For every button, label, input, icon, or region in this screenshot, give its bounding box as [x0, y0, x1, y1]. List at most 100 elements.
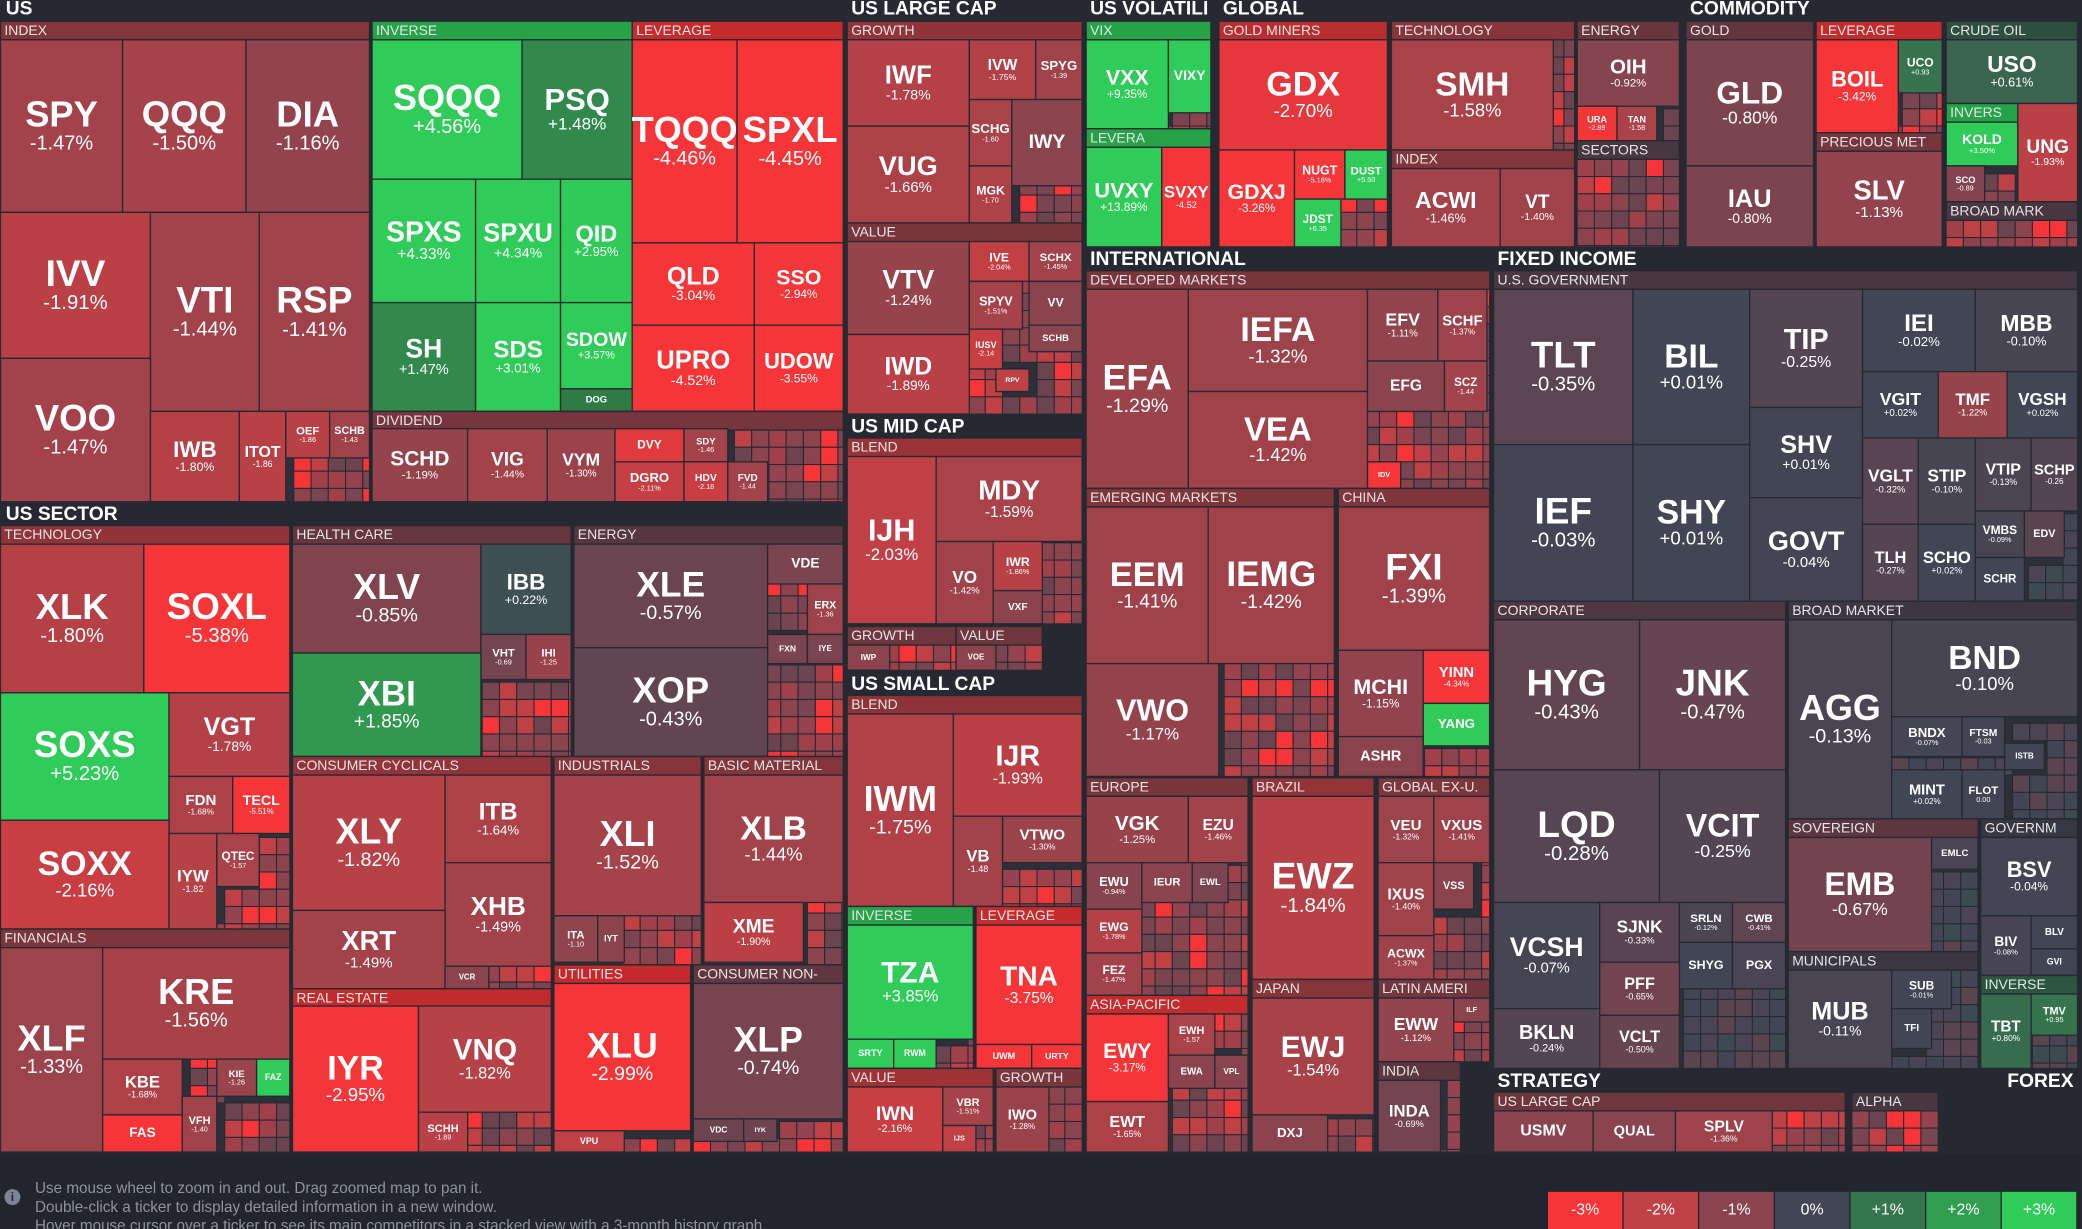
ticker-tile[interactable]: [328, 410, 371, 459]
ticker-tile[interactable]: [1592, 1110, 1677, 1153]
ticker-tile[interactable]: [1377, 997, 1455, 1063]
ticker-tile[interactable]: [553, 982, 692, 1132]
ticker-tile[interactable]: [444, 774, 552, 864]
ticker-tile[interactable]: [1685, 165, 1815, 248]
ticker-tile[interactable]: [245, 39, 371, 214]
ticker-tile[interactable]: [846, 333, 970, 415]
ticker-tile[interactable]: [0, 357, 152, 503]
ticker-tile[interactable]: [1187, 288, 1369, 393]
ticker-tile[interactable]: [1980, 915, 2032, 977]
ticker-tile[interactable]: [0, 543, 145, 694]
ticker-tile[interactable]: [955, 644, 997, 671]
ticker-tile[interactable]: [525, 633, 572, 681]
ticker-tile[interactable]: [1035, 39, 1083, 101]
ticker-tile[interactable]: [692, 982, 844, 1120]
ticker-tile[interactable]: [846, 39, 970, 127]
ticker-tile[interactable]: [1390, 167, 1501, 248]
ticker-tile[interactable]: [1974, 288, 2079, 373]
ticker-tile[interactable]: [975, 924, 1083, 1046]
ticker-tile[interactable]: [935, 455, 1083, 543]
ticker-tile[interactable]: [1891, 969, 1953, 1010]
ticker-tile[interactable]: [1085, 795, 1189, 864]
ticker-tile[interactable]: [291, 1005, 420, 1153]
ticker-tile[interactable]: [553, 1130, 625, 1153]
ticker-tile[interactable]: [466, 428, 548, 503]
ticker-tile[interactable]: [255, 1058, 291, 1097]
ticker-tile[interactable]: [1251, 1114, 1329, 1153]
ticker-tile[interactable]: [846, 924, 974, 1040]
ticker-tile[interactable]: [2023, 510, 2065, 559]
ticker-tile[interactable]: [1214, 1054, 1249, 1089]
ticker-tile[interactable]: [614, 461, 685, 503]
ticker-tile[interactable]: [168, 692, 291, 778]
ticker-tile[interactable]: [546, 428, 616, 503]
ticker-tile[interactable]: [1974, 437, 2032, 512]
ticker-tile[interactable]: [1028, 240, 1083, 283]
ticker-tile[interactable]: [2006, 370, 2079, 439]
ticker-tile[interactable]: [1085, 146, 1163, 248]
ticker-tile[interactable]: [559, 178, 633, 304]
ticker-tile[interactable]: [1576, 105, 1618, 142]
ticker-tile[interactable]: [474, 301, 562, 413]
ticker-tile[interactable]: [631, 324, 755, 413]
ticker-tile[interactable]: [1251, 997, 1375, 1116]
ticker-tile[interactable]: [1191, 862, 1229, 904]
ticker-tile[interactable]: [1207, 506, 1335, 665]
ticker-tile[interactable]: [1861, 288, 1977, 373]
ticker-tile[interactable]: [995, 1086, 1050, 1153]
ticker-tile[interactable]: [727, 461, 769, 503]
ticker-tile[interactable]: [1293, 149, 1346, 200]
ticker-tile[interactable]: [417, 1005, 552, 1113]
ticker-tile[interactable]: [168, 775, 234, 835]
ticker-tile[interactable]: [101, 1114, 183, 1153]
ticker-tile[interactable]: [1632, 288, 1751, 446]
ticker-tile[interactable]: [291, 909, 446, 990]
ticker-tile[interactable]: [417, 1111, 469, 1153]
ticker-tile[interactable]: [1638, 619, 1787, 771]
ticker-tile[interactable]: [893, 1038, 937, 1070]
ticker-tile[interactable]: [1293, 198, 1342, 248]
ticker-tile[interactable]: [1344, 149, 1389, 200]
ticker-tile[interactable]: [371, 178, 477, 304]
ticker-tile[interactable]: [1366, 288, 1439, 362]
ticker-tile[interactable]: [968, 98, 1013, 167]
ticker-tile[interactable]: [992, 540, 1043, 592]
ticker-tile[interactable]: [1437, 288, 1488, 362]
ticker-tile[interactable]: [992, 589, 1043, 625]
ticker-tile[interactable]: [101, 1058, 183, 1116]
ticker-tile[interactable]: [1251, 795, 1375, 981]
ticker-tile[interactable]: [1891, 716, 1963, 758]
ticker-tile[interactable]: [1337, 506, 1491, 651]
ticker-tile[interactable]: [2030, 948, 2079, 977]
ticker-tile[interactable]: [101, 946, 291, 1060]
ticker-tile[interactable]: [806, 633, 844, 665]
ticker-tile[interactable]: [968, 39, 1037, 101]
ticker-tile[interactable]: [2017, 102, 2079, 203]
ticker-tile[interactable]: [1422, 649, 1491, 705]
ticker-tile[interactable]: [2003, 742, 2046, 771]
ticker-tile[interactable]: [149, 211, 260, 413]
ticker-tile[interactable]: [181, 1095, 218, 1153]
ticker-tile[interactable]: [0, 39, 124, 214]
ticker-tile[interactable]: [1945, 165, 1986, 203]
ticker-tile[interactable]: [291, 543, 482, 654]
ticker-tile[interactable]: [1685, 39, 1815, 167]
ticker-tile[interactable]: [121, 39, 247, 214]
ticker-tile[interactable]: [703, 774, 844, 904]
ticker-tile[interactable]: [597, 915, 625, 963]
ticker-tile[interactable]: [1731, 941, 1787, 990]
ticker-tile[interactable]: [766, 543, 844, 585]
ticker-tile[interactable]: [1377, 795, 1435, 864]
ticker-tile[interactable]: [1678, 941, 1734, 990]
ticker-tile[interactable]: [1787, 619, 1893, 820]
ticker-tile[interactable]: [1499, 167, 1576, 248]
ticker-tile[interactable]: [1945, 39, 2079, 105]
ticker-tile[interactable]: [444, 862, 552, 967]
ticker-tile[interactable]: [846, 644, 891, 671]
ticker-tile[interactable]: [1815, 39, 1900, 134]
ticker-tile[interactable]: [1678, 901, 1734, 943]
ticker-tile[interactable]: [573, 647, 769, 758]
ticker-tile[interactable]: [1961, 769, 2006, 820]
ticker-tile[interactable]: [1161, 146, 1212, 248]
ticker-tile[interactable]: [216, 832, 260, 888]
